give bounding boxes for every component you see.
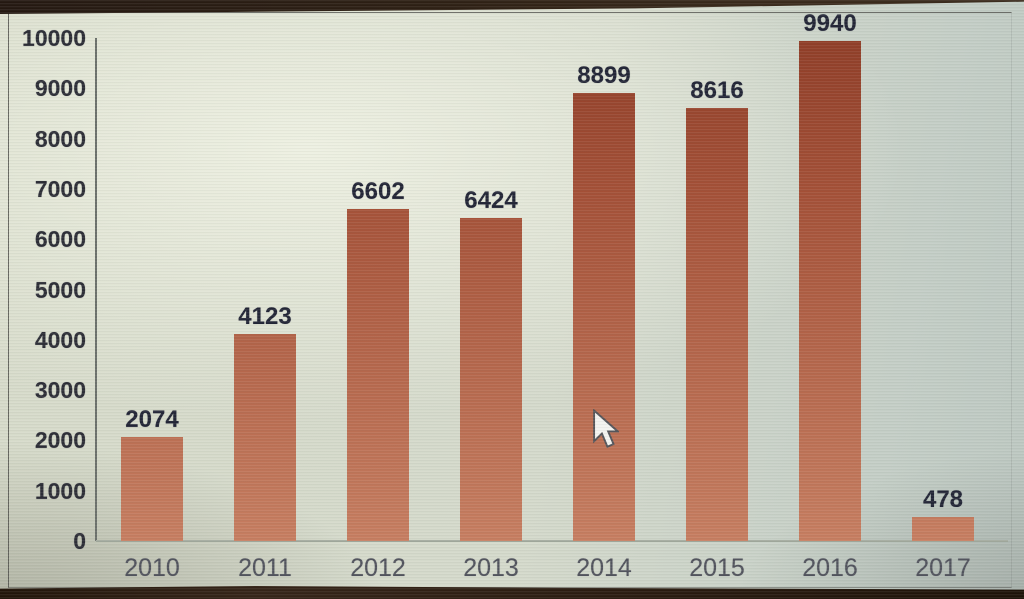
bar-2011[interactable] bbox=[234, 334, 296, 541]
bar-2012[interactable] bbox=[347, 209, 409, 541]
y-tick-label: 3000 bbox=[34, 377, 86, 404]
bar-value-label-2016: 9940 bbox=[803, 10, 857, 37]
x-axis-line bbox=[96, 540, 1008, 542]
bar-2013[interactable] bbox=[460, 218, 522, 541]
x-axis-label-2013: 2013 bbox=[463, 554, 519, 582]
y-tick-label: 0 bbox=[73, 528, 86, 554]
bar-value-label-2010: 2074 bbox=[125, 406, 179, 433]
y-tick-label: 7000 bbox=[34, 175, 86, 202]
x-axis-label-2016: 2016 bbox=[802, 554, 858, 582]
y-axis-line bbox=[95, 38, 97, 541]
bar-2015[interactable] bbox=[686, 108, 748, 541]
mouse-cursor-icon bbox=[593, 409, 619, 448]
y-tick-label: 6000 bbox=[34, 226, 86, 253]
bar-value-label-2013: 6424 bbox=[464, 187, 518, 214]
y-tick-label: 4000 bbox=[34, 326, 86, 353]
y-tick-label: 2000 bbox=[34, 427, 86, 454]
bar-value-label-2012: 6602 bbox=[351, 178, 405, 205]
bar-2014[interactable] bbox=[573, 93, 635, 541]
x-axis-label-2014: 2014 bbox=[576, 554, 632, 582]
y-tick-label: 1000 bbox=[34, 477, 86, 504]
x-axis-label-2015: 2015 bbox=[689, 554, 745, 582]
bar-2010[interactable] bbox=[121, 437, 183, 541]
chart-border bbox=[8, 12, 1012, 588]
y-tick-label: 5000 bbox=[34, 276, 86, 303]
bar-value-label-2011: 4123 bbox=[238, 303, 292, 330]
x-axis-label-2010: 2010 bbox=[124, 554, 180, 582]
bar-2017[interactable] bbox=[912, 517, 974, 541]
y-tick-label: 8000 bbox=[34, 125, 86, 152]
bar-value-label-2017: 478 bbox=[922, 486, 964, 513]
y-tick-label: 9000 bbox=[34, 75, 86, 102]
y-tick-label: 10000 bbox=[22, 25, 86, 51]
bar-2016[interactable] bbox=[799, 41, 861, 541]
x-axis-label-2011: 2011 bbox=[238, 554, 292, 582]
x-axis-label-2012: 2012 bbox=[350, 554, 406, 582]
photo-bottom-edge bbox=[0, 586, 1024, 599]
bar-value-label-2014: 8899 bbox=[577, 62, 631, 89]
bar-value-label-2015: 8616 bbox=[690, 77, 744, 104]
x-axis-label-2017: 2017 bbox=[915, 554, 971, 582]
